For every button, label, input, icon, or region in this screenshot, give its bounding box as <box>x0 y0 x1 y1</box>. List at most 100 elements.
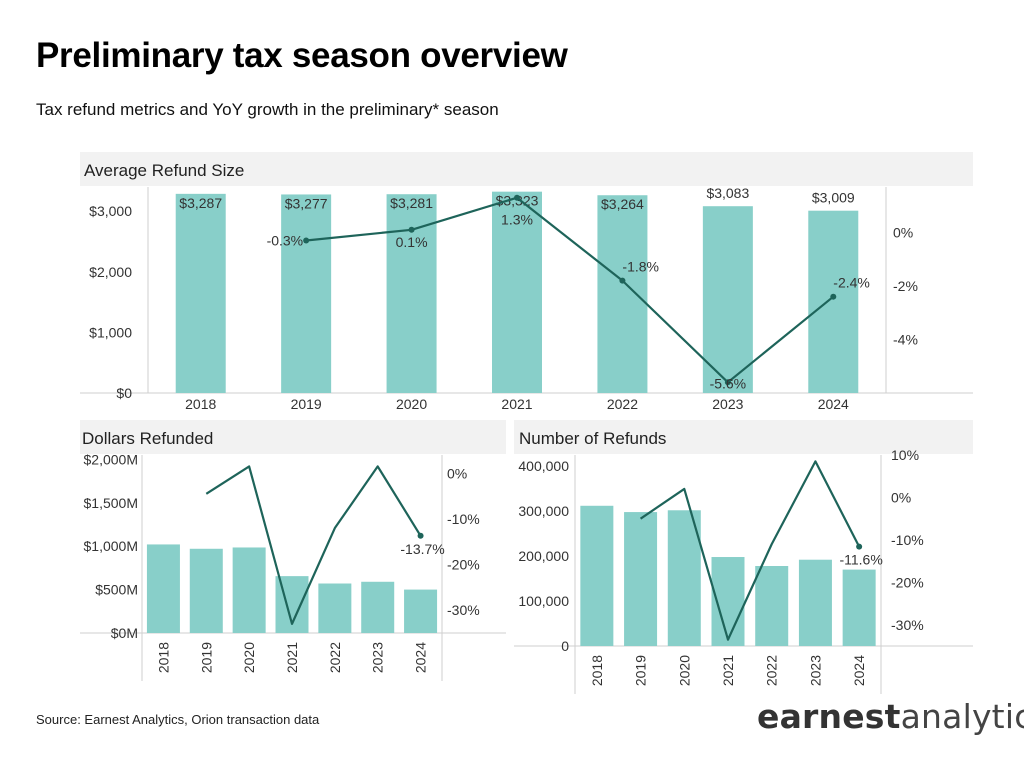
dollars-refunded-yoy-line <box>205 465 422 625</box>
number-of-refunds-chart: Number of Refunds 0 100,000 200,000 300,000 4… <box>514 420 973 694</box>
avg-refund-yoy-label: -5.6% <box>710 375 747 391</box>
avg-refund-bar-2023 <box>702 206 753 393</box>
dollars-refunded-x-tick-label: 2023 <box>370 642 386 673</box>
dollars-refunded-x-tick-label: 2024 <box>413 642 429 673</box>
avg-refund-bar-2024 <box>808 210 859 393</box>
page-subtitle: Tax refund metrics and YoY growth in the… <box>36 100 499 119</box>
dollars-refunded-yoy-label: -13.7% <box>400 541 444 557</box>
avg-refund-yoy-point <box>619 277 626 284</box>
number-of-refunds-y2-tick-label: -10% <box>891 532 924 548</box>
avg-refund-bar-value-label: $3,277 <box>285 195 328 211</box>
number-of-refunds-header-band <box>514 420 973 454</box>
dollars-refunded-y-tick-label: $0M <box>111 625 138 641</box>
number-of-refunds-y2-tick-label: 0% <box>891 489 911 505</box>
number-of-refunds-bar-2018 <box>580 505 614 646</box>
dollars-refunded-y-tick-label: $2,000M <box>84 451 138 467</box>
dollars-refunded-bar-2024 <box>404 589 438 633</box>
number-of-refunds-bar-2019 <box>624 512 658 646</box>
page-title: Preliminary tax season overview <box>36 36 568 75</box>
number-of-refunds-x-tick-label: 2018 <box>589 655 605 686</box>
avg-refund-yoy-label: -1.8% <box>622 259 659 275</box>
dollars-refunded-y2-tick-label: -10% <box>447 511 480 527</box>
avg-refund-x-tick-label: 2024 <box>818 396 849 412</box>
avg-refund-yoy-point <box>514 194 520 201</box>
dollars-refunded-x-tick-label: 2020 <box>241 642 257 673</box>
avg-refund-bar-2021 <box>492 191 542 393</box>
number-of-refunds-y2-tick-label: -20% <box>891 574 924 590</box>
number-of-refunds-y-tick-label: 0 <box>561 638 569 654</box>
dollars-refunded-y-tick-label: $1,000M <box>84 538 138 554</box>
avg-refund-bar-value-label: $3,264 <box>601 196 644 212</box>
avg-refund-bar-2022 <box>597 195 648 393</box>
dollars-refunded-bar-2023 <box>361 581 395 633</box>
number-of-refunds-y-tick-label: 200,000 <box>518 548 569 564</box>
number-of-refunds-y-tick-label: 400,000 <box>518 458 569 474</box>
avg-refund-yoy-point <box>724 379 731 386</box>
avg-refund-yoy-label: 0.1% <box>396 234 428 250</box>
avg-refund-x-tick-label: 2022 <box>607 396 638 412</box>
avg-refund-x-tick-label: 2019 <box>291 396 322 412</box>
number-of-refunds-x-tick-label: 2024 <box>851 655 867 686</box>
earnest-analytics-logo: earnestanalytics <box>757 697 1024 736</box>
dollars-refunded-title: Dollars Refunded <box>82 429 213 448</box>
number-of-refunds-yoy-point <box>856 543 863 550</box>
avg-refund-bar-value-label: $3,009 <box>812 190 855 206</box>
number-of-refunds-yoy-line <box>639 460 861 641</box>
number-of-refunds-bar-2023 <box>798 559 832 646</box>
dollars-refunded-bar-2022 <box>318 583 352 633</box>
number-of-refunds-x-tick-label: 2021 <box>720 655 736 686</box>
dollars-refunded-y2-tick-label: -30% <box>447 602 480 618</box>
number-of-refunds-x-tick-label: 2022 <box>764 655 780 686</box>
avg-refund-y-tick-label: $2,000 <box>89 264 132 280</box>
dollars-refunded-bar-2019 <box>189 548 223 633</box>
avg-refund-y2-tick-label: -2% <box>893 278 918 294</box>
dollars-refunded-y2-tick-label: -20% <box>447 557 480 573</box>
dollars-refunded-header-band <box>80 420 506 454</box>
dollars-refunded-yoy-point <box>417 532 424 539</box>
number-of-refunds-x-tick-label: 2023 <box>807 655 823 686</box>
source-note: Source: Earnest Analytics, Orion transac… <box>36 712 320 727</box>
number-of-refunds-y2-tick-label: 10% <box>891 447 919 463</box>
avg-refund-title: Average Refund Size <box>84 161 244 180</box>
avg-refund-y-tick-label: $1,000 <box>89 324 132 340</box>
avg-refund-y-tick-label: $0 <box>116 385 132 401</box>
dollars-refunded-bar-2018 <box>146 544 180 633</box>
number-of-refunds-title: Number of Refunds <box>519 429 666 448</box>
avg-refund-x-tick-label: 2018 <box>185 396 216 412</box>
logo-text-light: analytics <box>900 697 1024 736</box>
number-of-refunds-y-tick-label: 100,000 <box>518 593 569 609</box>
avg-refund-bar-value-label: $3,281 <box>390 195 433 211</box>
dollars-refunded-x-tick-label: 2019 <box>198 642 214 673</box>
dollars-refunded-y-tick-label: $1,500M <box>84 495 138 511</box>
number-of-refunds-bar-2020 <box>667 510 701 646</box>
dollars-refunded-x-tick-label: 2021 <box>284 642 300 673</box>
number-of-refunds-x-tick-label: 2019 <box>633 655 649 686</box>
dollars-refunded-x-tick-label: 2022 <box>327 642 343 673</box>
avg-refund-yoy-point <box>303 237 310 244</box>
avg-refund-yoy-point <box>830 293 837 300</box>
dollars-refunded-chart: Dollars Refunded $0M $500M $1,000M $1,500M $2… <box>80 420 506 681</box>
number-of-refunds-bar-2022 <box>755 566 789 646</box>
avg-refund-bar-value-label: $3,083 <box>706 185 749 201</box>
number-of-refunds-y2-tick-label: -30% <box>891 617 924 633</box>
avg-refund-yoy-point <box>408 226 415 233</box>
number-of-refunds-x-tick-label: 2020 <box>676 655 692 686</box>
number-of-refunds-yoy-label: -11.6% <box>839 552 882 568</box>
avg-refund-y2-tick-label: -4% <box>893 331 918 347</box>
avg-refund-bar-value-label: $3,287 <box>179 195 222 211</box>
dollars-refunded-bar-2020 <box>232 547 266 633</box>
avg-refund-y-tick-label: $3,000 <box>89 203 132 219</box>
avg-refund-chart: Average Refund Size $0 $1,000 $2,000 $3,000 0… <box>80 152 973 412</box>
avg-refund-yoy-label: -2.4% <box>833 275 870 291</box>
number-of-refunds-y-tick-label: 300,000 <box>518 503 569 519</box>
avg-refund-y2-tick-label: 0% <box>893 224 913 240</box>
avg-refund-header-band <box>80 152 973 186</box>
dollars-refunded-y-tick-label: $500M <box>95 582 138 598</box>
avg-refund-bar-2018 <box>175 193 226 393</box>
avg-refund-x-tick-label: 2021 <box>501 396 532 412</box>
avg-refund-yoy-line <box>306 196 834 384</box>
dollars-refunded-x-tick-label: 2018 <box>155 642 171 673</box>
logo-text-bold: earnest <box>757 697 901 736</box>
number-of-refunds-bar-2024 <box>842 569 876 646</box>
